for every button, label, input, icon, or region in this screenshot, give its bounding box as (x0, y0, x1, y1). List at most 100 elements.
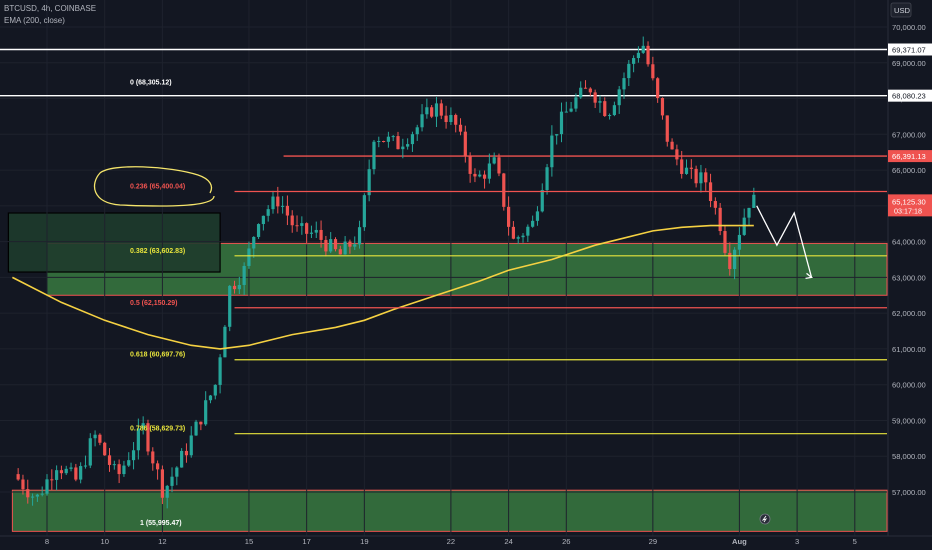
candle (30, 493, 35, 506)
candle-body (555, 134, 559, 136)
candle-body (348, 241, 352, 247)
candle-body (737, 234, 741, 250)
candle (319, 220, 323, 248)
candle-body (372, 141, 376, 170)
y-tick-label: 57,000.00 (892, 488, 926, 497)
candle-body (290, 215, 294, 226)
candle-body (526, 226, 530, 236)
candle-body (521, 235, 525, 238)
candle-body (271, 196, 275, 210)
candle-body (478, 174, 482, 177)
candle-body (237, 284, 241, 290)
candle (449, 107, 453, 125)
candle (290, 210, 294, 233)
time-axis[interactable]: 8 10 12 15 17 19 22 24 26 29 Aug 3 5 (0, 513, 932, 550)
candle-body (430, 107, 434, 117)
demand-zone-1 (11, 489, 888, 532)
candle-body (415, 127, 419, 135)
x-tick-label: 10 (100, 537, 108, 546)
candle-body (627, 63, 631, 79)
candle-body (151, 451, 155, 464)
candle-body (276, 196, 280, 207)
candle-body (410, 134, 415, 145)
candle (199, 421, 203, 431)
candle (348, 239, 352, 254)
y-tick-label: 66,000.00 (892, 166, 926, 175)
symbol-title[interactable]: BTCUSD, 4h, COINBASE (4, 4, 97, 13)
price-tag-label-0: 69,371.07 (892, 45, 926, 54)
candle (213, 384, 217, 400)
candle-body (574, 97, 578, 109)
candle (55, 465, 59, 491)
price-axis[interactable]: 57,000.00 58,000.00 59,000.00 60,000.00 61,0… (887, 0, 932, 550)
candle-body (223, 326, 227, 358)
candle (136, 418, 140, 460)
candle (526, 224, 530, 242)
candle-body (309, 232, 314, 234)
projection-arrowhead (805, 272, 814, 280)
candle-body (406, 144, 410, 147)
candle-body (564, 111, 568, 113)
candle (598, 95, 602, 113)
candle (170, 467, 174, 493)
candle (651, 56, 655, 81)
candle-body (64, 468, 68, 474)
bar-countdown-label: 03:17:18 (894, 206, 922, 215)
candle-body (40, 493, 44, 495)
candle (256, 223, 261, 239)
candle-body (391, 136, 395, 138)
candle (713, 197, 717, 215)
candle (550, 125, 554, 177)
candle (665, 115, 669, 147)
candle (362, 193, 366, 231)
candle (531, 215, 535, 228)
candle-body (439, 103, 443, 116)
candle-body (333, 239, 338, 250)
candle (329, 232, 333, 254)
candle-body (353, 244, 357, 247)
candle-body (607, 115, 612, 117)
candle-body (656, 78, 660, 99)
candle (535, 206, 540, 226)
candle-body (665, 115, 669, 142)
candle (141, 416, 145, 435)
candle-body (473, 173, 477, 177)
candle (747, 207, 751, 226)
candle-body (507, 206, 511, 227)
candle (252, 236, 256, 258)
candle-body (295, 225, 299, 227)
price-tag-label-2: 66,391.13 (892, 152, 926, 161)
x-tick-label: 12 (158, 537, 166, 546)
candle (723, 225, 727, 256)
candle-body (694, 168, 698, 184)
candle (16, 468, 20, 481)
candle (338, 245, 342, 255)
indicator-title[interactable]: EMA (200, close) (4, 16, 65, 25)
candle (458, 118, 463, 136)
candle-body (213, 384, 217, 396)
candle (343, 236, 347, 255)
fib-label-0.618: 0.618 (60,697.76) (130, 352, 185, 359)
candle-body (732, 249, 737, 269)
candle-body (386, 136, 390, 142)
x-tick-label: 22 (447, 537, 455, 546)
candle-body (545, 167, 549, 191)
candle (314, 221, 318, 239)
candle-body (357, 227, 362, 245)
candle (300, 216, 304, 235)
candle (189, 426, 193, 458)
candle-body (632, 58, 636, 64)
candle-body (401, 146, 405, 150)
candle (420, 104, 424, 132)
price-tag-1 (888, 89, 932, 102)
candle-body (35, 494, 39, 497)
candle (26, 479, 30, 504)
candle-body (285, 205, 290, 216)
fib-label-0.5: 0.5 (62,150.29) (130, 300, 177, 307)
candle (88, 433, 92, 469)
candle-body (79, 466, 83, 480)
candle (473, 168, 477, 183)
candle-body (103, 442, 107, 456)
candle (607, 113, 612, 120)
